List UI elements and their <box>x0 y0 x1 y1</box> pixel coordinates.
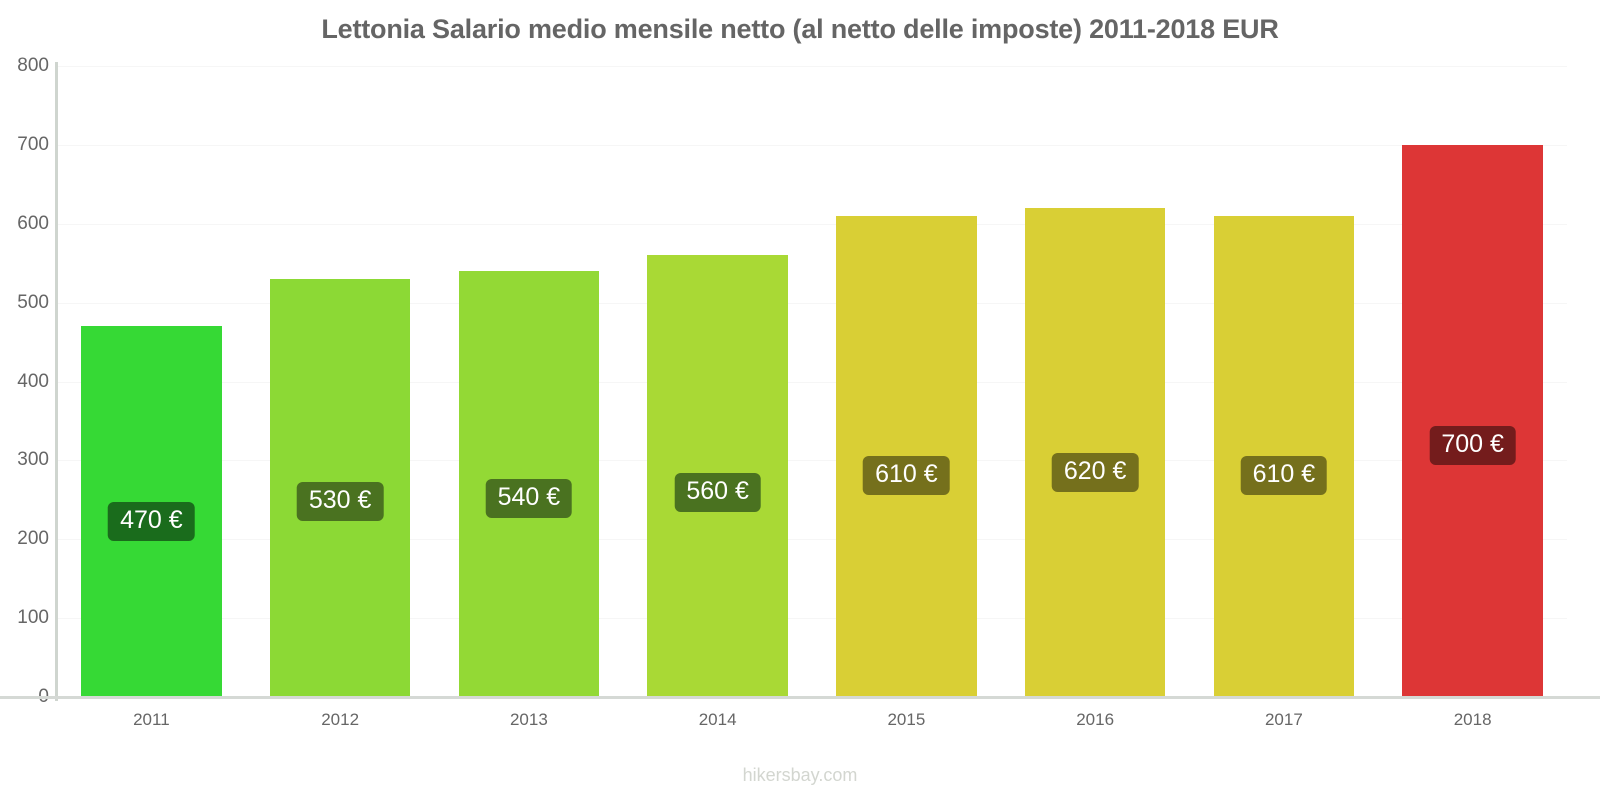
bar-value-label: 540 € <box>485 479 573 519</box>
gridline <box>57 302 1567 304</box>
bar[interactable]: 530 € <box>269 278 411 697</box>
y-axis-line <box>55 62 58 701</box>
gridline <box>57 144 1567 146</box>
y-axis-tick-label: 400 <box>17 370 49 392</box>
bar-slot: 700 € <box>1402 66 1543 697</box>
chart-title: Lettonia Salario medio mensile netto (al… <box>321 14 1279 44</box>
gridline <box>57 66 1567 67</box>
bar-value-label: 560 € <box>674 472 761 512</box>
bar-value-label: 610 € <box>1240 455 1328 495</box>
gridline <box>57 618 1567 620</box>
y-axis-tick-label: 700 <box>17 133 49 155</box>
bar[interactable]: 540 € <box>458 271 600 697</box>
bar-slot: 530 € <box>269 66 411 697</box>
y-axis-tick-label: 300 <box>17 449 49 471</box>
bar[interactable]: 620 € <box>1024 207 1166 697</box>
bar-slot: 560 € <box>647 66 788 697</box>
x-axis-tick-label: 2014 <box>698 710 737 729</box>
plot-area: 470 € 530 € 540 € 560 € 610 € 620 € 610 € 700 € <box>57 66 1567 697</box>
y-axis-tick-label: 600 <box>17 212 49 234</box>
bar-value-label: 620 € <box>1051 452 1139 492</box>
bar-slot: 610 € <box>836 66 977 697</box>
x-axis-tick-labels: 2011 2012 2013 2014 2015 2016 2017 2018 <box>57 710 1567 740</box>
bar[interactable]: 470 € <box>81 326 222 697</box>
y-axis-tick-label: 200 <box>17 528 49 550</box>
bar[interactable]: 610 € <box>1213 215 1355 697</box>
x-axis-tick-label: 2017 <box>1264 710 1303 729</box>
x-axis-line <box>0 696 1600 699</box>
x-axis-tick-label: 2018 <box>1453 710 1492 729</box>
bar-value-label: 530 € <box>296 482 384 522</box>
bar-value-label: 700 € <box>1429 426 1516 466</box>
y-axis-tick-labels: 0100200300400500600700800 <box>0 55 49 707</box>
gridline <box>57 460 1567 462</box>
x-axis-tick-label: 2011 <box>133 710 170 729</box>
bar-value-label: 470 € <box>108 502 195 542</box>
x-axis-tick-label: 2012 <box>321 710 360 729</box>
x-axis-tick-label: 2015 <box>887 710 926 729</box>
x-axis-tick-label: 2016 <box>1076 710 1115 729</box>
bar-slot: 540 € <box>458 66 600 697</box>
bar[interactable]: 610 € <box>836 215 977 697</box>
bar-value-label: 610 € <box>863 455 950 495</box>
y-axis-tick-label: 100 <box>17 607 49 629</box>
gridline <box>57 539 1567 541</box>
x-axis-tick-label: 2013 <box>509 710 548 729</box>
bar-slot: 610 € <box>1213 66 1355 697</box>
y-axis-tick-label: 500 <box>17 291 49 313</box>
footer-credit: hikersbay.com <box>742 765 858 785</box>
gridline <box>57 381 1567 383</box>
bar[interactable]: 700 € <box>1402 144 1543 697</box>
bar[interactable]: 560 € <box>647 255 788 697</box>
bar-slot: 470 € <box>81 66 222 697</box>
gridline <box>57 223 1567 225</box>
bar-slot: 620 € <box>1024 66 1166 697</box>
y-axis-tick-label: 800 <box>17 55 49 76</box>
